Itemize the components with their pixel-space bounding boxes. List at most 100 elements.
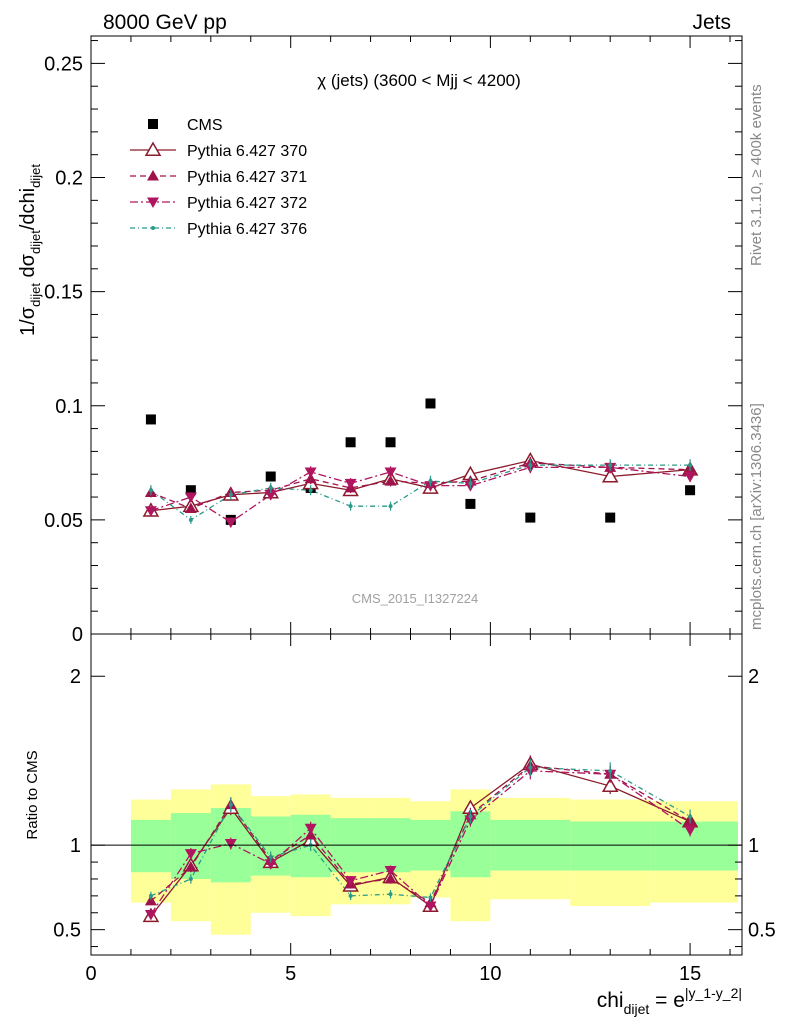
ratio-point-s372-11: [684, 825, 697, 836]
main-point-s372-3: [264, 490, 277, 501]
main-point-s376-4: [308, 488, 313, 493]
main-line-s371: [150, 462, 691, 510]
main-line-s376: [150, 464, 691, 521]
legend-label-s372: Pythia 6.427 372: [187, 195, 307, 212]
main-point-s372-0: [144, 506, 157, 517]
ratio-line-s371: [150, 765, 691, 904]
main-point-s372-11: [684, 472, 697, 483]
axes: [90, 35, 743, 956]
xlabel: chidijet = e|y_1-y_2|: [597, 985, 742, 1017]
ratio-point-s376-5: [348, 893, 353, 898]
legend-label-s371: Pythia 6.427 371: [187, 169, 307, 186]
main-point-s376-11: [688, 463, 693, 468]
main-title: χ (jets) (3600 < Mjj < 4200): [317, 71, 521, 90]
main-point-s376-8: [468, 481, 473, 486]
ratio-point-s371-1: [184, 861, 197, 872]
main-point-data-1: [185, 485, 196, 496]
legend-label-s376: Pythia 6.427 376: [187, 221, 307, 238]
main-point-s372-4: [304, 467, 317, 478]
band-inner-10: [570, 821, 651, 871]
main-point-s370-10: [601, 467, 619, 483]
ratio-y-tick-label: 0.5: [53, 920, 81, 942]
main-point-s376-7: [428, 479, 433, 484]
ratio-y-tick-label-right: 1: [748, 835, 759, 857]
main-y-tick-label: 0.05: [44, 510, 83, 532]
main-point-s371-4: [304, 472, 317, 484]
ratio-y-tick-label-right: 2: [748, 666, 759, 688]
legend-marker-s376: [151, 226, 155, 230]
ratio-point-s370-10: [601, 777, 619, 793]
main-y-tick-label: 0.15: [44, 282, 83, 304]
ratio-point-s376-11: [688, 814, 693, 819]
main-point-s376-10: [608, 463, 613, 468]
ratio-frame: [90, 633, 743, 956]
ratio-point-s376-3: [268, 855, 273, 860]
ratio-y-tick-label-right: 0.5: [748, 920, 776, 942]
ratio-point-s376-8: [468, 814, 473, 819]
main-point-s371-6: [384, 475, 397, 486]
ratio-point-s372-3: [264, 859, 277, 870]
main-point-data-0: [145, 414, 156, 425]
main-point-s372-2: [224, 517, 237, 529]
ratio-point-s372-7: [424, 901, 437, 913]
ratio-uncertainty-bands: [130, 784, 739, 935]
header-left: 8000 GeV pp: [103, 11, 227, 34]
ratio-point-s376-0: [148, 893, 153, 898]
ratio-point-s372-1: [184, 849, 197, 860]
main-point-s372-5: [344, 478, 357, 490]
legend-marker-data: [148, 119, 158, 129]
tick-labels: 0 0.05 0.1 0.15 0.2 0.25 0.5 0.5 1 1 2 2 0 5 10 15: [44, 53, 776, 985]
main-point-s372-1: [184, 492, 197, 504]
main-point-s376-3: [268, 485, 273, 490]
side-label-mcplots: mcplots.cern.ch [arXiv:1306.3436]: [748, 403, 765, 630]
band-inner-11: [650, 821, 739, 871]
main-point-s376-0: [148, 488, 153, 493]
main-point-s371-1: [184, 502, 197, 513]
main-point-s376-1: [188, 517, 193, 522]
x-tick-label: 10: [479, 963, 501, 985]
legend-marker-s372: [147, 197, 159, 208]
main-point-data-10: [605, 512, 616, 523]
main-point-data-5: [345, 437, 356, 448]
main-point-data-8: [465, 498, 476, 509]
legend-marker-s370: [144, 141, 162, 156]
main-point-data-9: [525, 512, 536, 523]
main-point-data-6: [385, 437, 396, 448]
ratio-point-s371-6: [384, 872, 397, 884]
main-point-data-7: [425, 398, 436, 409]
main-y-tick-label: 0.2: [55, 168, 83, 190]
main-y-tick-label: 0: [72, 624, 83, 646]
main-point-s376-9: [528, 463, 533, 468]
ratio-point-s376-6: [388, 892, 393, 897]
legend: CMS Pythia 6.427 370 Pythia 6.427 371 Pythi…: [130, 117, 307, 238]
ratio-point-s371-0: [144, 894, 157, 906]
main-point-s372-6: [384, 467, 397, 478]
series-markers: [142, 398, 699, 923]
legend-label-data: CMS: [187, 117, 223, 134]
ratio-point-s372-5: [344, 876, 357, 887]
ratio-point-s376-10: [608, 768, 613, 773]
main-point-data-11: [685, 485, 696, 496]
ratio-point-s376-2: [228, 802, 233, 807]
ratio-point-s372-4: [304, 823, 317, 835]
main-y-tick-label: 0.25: [44, 53, 83, 75]
main-line-s372: [150, 466, 691, 523]
x-tick-label: 0: [85, 963, 96, 985]
x-tick-label: 5: [285, 963, 296, 985]
ratio-point-s372-6: [384, 866, 397, 877]
ratio-point-s376-7: [428, 895, 433, 900]
side-label-rivet: Rivet 3.1.10, ≥ 400k events: [748, 84, 765, 266]
main-point-s376-5: [348, 504, 353, 509]
legend-label-s370: Pythia 6.427 370: [187, 143, 307, 160]
legend-marker-s371: [147, 170, 159, 181]
watermark: CMS_2015_I1327224: [352, 591, 479, 606]
main-point-data-3: [265, 471, 276, 482]
x-tick-label: 15: [679, 963, 701, 985]
band-inner-0: [130, 819, 171, 873]
main-y-tick-label: 0.1: [55, 396, 83, 418]
ratio-point-s376-1: [188, 876, 193, 881]
main-ylabel: 1/σdijet dσdijet/dchidijet: [17, 164, 43, 336]
main-point-s376-2: [228, 492, 233, 497]
ratio-y-tick-label: 2: [70, 666, 81, 688]
